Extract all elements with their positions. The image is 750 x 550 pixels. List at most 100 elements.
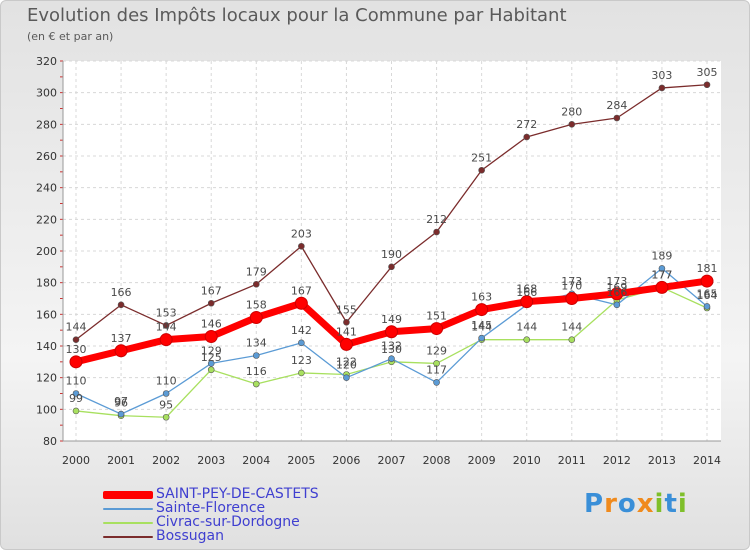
- data-label-sainte-florence: 165: [697, 287, 718, 300]
- y-tick-label: 280: [36, 118, 57, 131]
- data-point-sainte-florence: [117, 410, 125, 418]
- data-point-sainte-florence: [433, 379, 440, 386]
- data-label-civrac-sur-dordogne: 122: [336, 356, 357, 369]
- data-point-bossugan: [703, 81, 711, 89]
- legend-label: Sainte-Florence: [156, 500, 266, 516]
- y-tick-label: 220: [36, 213, 57, 226]
- x-tick-label: 2006: [332, 454, 360, 467]
- data-label-saint-pey-de-castets: 177: [651, 268, 672, 281]
- data-label-saint-pey-de-castets: 141: [336, 325, 357, 338]
- data-label-sainte-florence: 166: [516, 286, 537, 299]
- data-point-civrac-sur-dordogne: [252, 380, 260, 388]
- data-point-saint-pey-de-castets: [475, 303, 489, 317]
- data-point-sainte-florence: [343, 374, 350, 381]
- data-label-bossugan: 272: [516, 118, 537, 131]
- data-label-bossugan: 251: [471, 151, 492, 164]
- x-tick-label: 2012: [603, 454, 631, 467]
- data-label-saint-pey-de-castets: 151: [426, 310, 447, 323]
- data-point-sainte-florence: [72, 390, 80, 397]
- data-label-saint-pey-de-castets: 146: [201, 318, 222, 331]
- data-label-sainte-florence: 129: [201, 344, 222, 357]
- data-point-bossugan: [162, 322, 170, 329]
- data-point-bossugan: [613, 114, 621, 122]
- data-label-civrac-sur-dordogne: 116: [246, 365, 267, 378]
- data-point-saint-pey-de-castets: [159, 333, 173, 347]
- data-label-bossugan: 167: [201, 284, 222, 297]
- data-label-saint-pey-de-castets: 144: [156, 321, 177, 334]
- data-point-saint-pey-de-castets: [610, 287, 624, 301]
- data-label-bossugan: 190: [381, 248, 402, 261]
- axes: 80 100 120 140 160 180 200 220 240 260 280 300 320 20…: [36, 55, 721, 467]
- data-point-civrac-sur-dordogne: [162, 413, 170, 421]
- data-label-saint-pey-de-castets: 181: [697, 262, 718, 275]
- data-point-civrac-sur-dordogne: [207, 366, 215, 374]
- data-point-saint-pey-de-castets: [204, 330, 218, 343]
- x-tick-label: 2009: [468, 454, 496, 467]
- data-label-saint-pey-de-castets: 149: [381, 313, 402, 326]
- data-point-bossugan: [433, 228, 440, 236]
- logo-letter: i: [654, 489, 665, 519]
- data-point-sainte-florence: [252, 352, 260, 359]
- data-point-saint-pey-de-castets: [565, 292, 579, 305]
- data-point-saint-pey-de-castets: [69, 355, 83, 369]
- chart-title: Evolution des Impôts locaux pour la Comm…: [27, 5, 567, 26]
- x-tick-label: 2005: [287, 454, 315, 467]
- x-tick-label: 2011: [558, 454, 586, 467]
- y-tick-label: 180: [36, 277, 57, 290]
- gridlines: [63, 60, 721, 442]
- legend-label: Civrac-sur-Dordogne: [156, 514, 300, 530]
- data-label-sainte-florence: 110: [156, 375, 177, 388]
- y-tick-label: 240: [36, 182, 57, 195]
- data-label-bossugan: 203: [291, 227, 312, 240]
- data-point-civrac-sur-dordogne: [523, 336, 531, 343]
- data-point-sainte-florence: [162, 390, 170, 397]
- data-label-civrac-sur-dordogne: 144: [561, 321, 582, 334]
- data-point-saint-pey-de-castets: [385, 325, 398, 339]
- data-label-bossugan: 144: [66, 321, 87, 334]
- x-tick-label: 2004: [242, 454, 270, 467]
- data-point-bossugan: [388, 263, 395, 271]
- data-point-civrac-sur-dordogne: [433, 360, 440, 367]
- legend-swatch: [103, 536, 153, 538]
- data-label-sainte-florence: 110: [66, 375, 87, 388]
- data-point-saint-pey-de-castets: [655, 280, 669, 294]
- data-label-civrac-sur-dordogne: 99: [69, 392, 83, 405]
- chart-subtitle: (en € et par an): [27, 30, 114, 43]
- x-tick-label: 2013: [648, 454, 676, 467]
- data-label-saint-pey-de-castets: 158: [246, 299, 267, 312]
- data-label-saint-pey-de-castets: 130: [66, 343, 87, 356]
- data-point-bossugan: [117, 301, 125, 309]
- data-label-civrac-sur-dordogne: 144: [516, 321, 537, 334]
- data-point-sainte-florence: [388, 355, 395, 362]
- data-label-bossugan: 284: [606, 99, 627, 112]
- y-tick-label: 320: [36, 55, 57, 68]
- logo-letter: P: [584, 489, 605, 519]
- data-point-sainte-florence: [613, 301, 621, 309]
- data-point-saint-pey-de-castets: [249, 311, 263, 324]
- data-point-bossugan: [252, 280, 260, 288]
- data-label-civrac-sur-dordogne: 130: [381, 343, 402, 356]
- data-label-sainte-florence: 120: [336, 359, 357, 372]
- data-point-sainte-florence: [478, 334, 485, 342]
- data-point-sainte-florence: [703, 303, 711, 310]
- data-point-bossugan: [658, 84, 666, 92]
- data-point-civrac-sur-dordogne: [568, 336, 576, 343]
- x-tick-label: 2014: [693, 454, 721, 467]
- data-label-civrac-sur-dordogne: 129: [426, 344, 447, 357]
- y-tick-label: 160: [36, 308, 57, 321]
- data-label-civrac-sur-dordogne: 125: [201, 351, 222, 364]
- data-point-bossugan: [343, 318, 350, 326]
- data-label-civrac-sur-dordogne: 164: [697, 289, 718, 302]
- data-label-civrac-sur-dordogne: 144: [471, 321, 492, 334]
- data-point-saint-pey-de-castets: [430, 322, 444, 336]
- x-tick-label: 2003: [197, 454, 225, 467]
- logo-letter: i: [677, 489, 688, 519]
- data-label-bossugan: 166: [111, 286, 132, 299]
- y-tick-label: 120: [36, 372, 57, 385]
- data-label-sainte-florence: 142: [291, 324, 312, 337]
- data-label-saint-pey-de-castets: 163: [471, 291, 492, 304]
- data-point-bossugan: [298, 242, 305, 250]
- data-label-bossugan: 153: [156, 306, 177, 319]
